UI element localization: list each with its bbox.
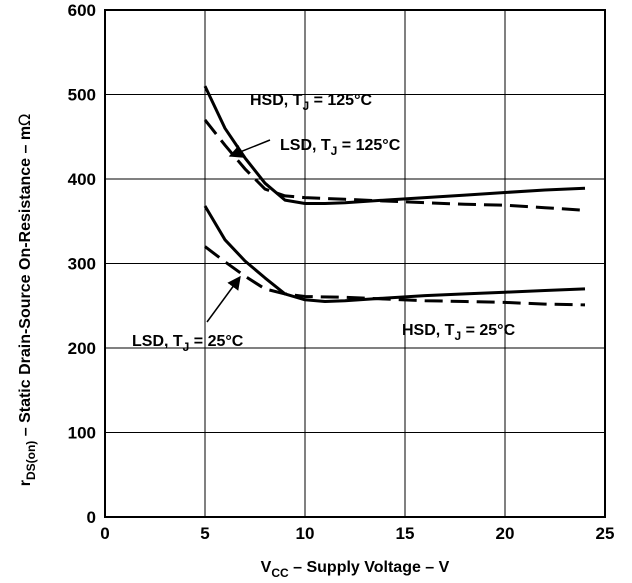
x-tick-label: 10 (296, 524, 315, 543)
annotations: HSD, TJ = 125°C LSD, TJ = 125°C LSD, TJ … (132, 92, 516, 354)
x-tick-label: 0 (100, 524, 109, 543)
series-line-0 (203, 85, 586, 205)
y-tick-label: 400 (68, 170, 96, 189)
y-tick-label: 600 (68, 1, 96, 20)
annotation-arrow-lsd-125 (228, 139, 271, 158)
y-axis-label-subscript: DS(on) (24, 441, 38, 480)
series-line-1 (203, 118, 586, 212)
y-tick-label: 500 (68, 86, 96, 105)
x-axis-label: VCC – Supply Voltage – V (261, 559, 450, 580)
y-axis-label-unit: Ω (15, 114, 34, 126)
x-tick-labels: 0 5 10 15 20 25 (100, 524, 614, 543)
annotation-lsd-125: LSD, TJ = 125°C (280, 137, 401, 158)
annotation-hsd-25: HSD, TJ = 25°C (402, 322, 516, 343)
plot-frame (104, 9, 606, 518)
y-tick-label: 0 (87, 508, 96, 527)
series-line-2 (203, 205, 586, 303)
x-axis-label-prefix: V (261, 559, 272, 576)
y-axis-label-rest: – Static Drain-Source On-Resistance – m (17, 126, 34, 441)
y-tick-label: 300 (68, 255, 96, 274)
y-axis-label-prefix: r (17, 480, 34, 486)
annotation-lsd-25: LSD, TJ = 25°C (132, 333, 244, 354)
series-line-3 (204, 245, 586, 307)
y-tick-label: 200 (68, 339, 96, 358)
x-tick-label: 15 (396, 524, 415, 543)
annotation-arrow-lsd-25 (206, 275, 241, 323)
y-tick-labels: 0 100 200 300 400 500 600 (68, 1, 96, 527)
x-axis-label-rest: – Supply Voltage – V (289, 559, 450, 576)
y-axis-label: rDS(on) – Static Drain-Source On-Resista… (15, 114, 38, 487)
y-tick-label: 100 (68, 424, 96, 443)
x-axis-label-subscript: CC (271, 566, 289, 580)
grid-lines (104, 9, 606, 518)
x-tick-label: 25 (596, 524, 615, 543)
series-lines (203, 85, 586, 307)
annotation-hsd-125: HSD, TJ = 125°C (250, 92, 372, 113)
x-tick-label: 20 (496, 524, 515, 543)
x-tick-label: 5 (200, 524, 209, 543)
